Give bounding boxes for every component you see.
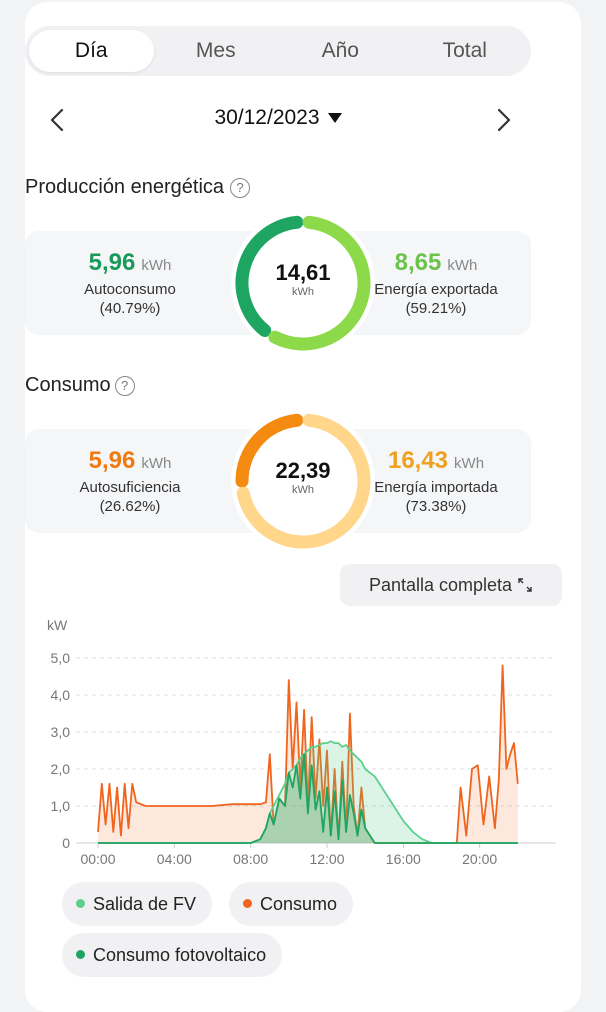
x-tick-label: 08:00 xyxy=(233,851,268,867)
power-chart: kW 0 1,0 2,0 3,0 4,0 5,0 00:00 04:00 08:00 12:00 16… xyxy=(40,610,570,880)
legend-dot xyxy=(76,949,85,959)
series-line xyxy=(98,753,518,844)
exported-energy-unit: kWh xyxy=(447,257,478,274)
self-consumption-unit: kWh xyxy=(141,257,172,274)
caret-down-icon xyxy=(327,113,342,124)
legend-label: Salida de FV xyxy=(93,894,197,914)
legend-label: Consumo xyxy=(260,894,338,914)
production-total-value: 14,61 xyxy=(275,260,331,285)
self-consumption-value: 5,96 xyxy=(88,249,136,276)
y-tick-label: 0 xyxy=(62,835,70,851)
help-icon[interactable]: ? xyxy=(230,177,251,198)
exported-energy-value: 8,65 xyxy=(394,249,442,276)
consumption-total-value: 22,39 xyxy=(275,458,331,483)
y-tick-label: 3,0 xyxy=(51,724,71,740)
y-tick-label: 2,0 xyxy=(51,761,71,777)
self-sufficiency-value: 5,96 xyxy=(88,447,136,474)
production-donut: 14,61 kWh xyxy=(228,208,378,358)
next-day-chevron-right-icon[interactable] xyxy=(485,102,521,138)
donut-segment-secondary xyxy=(268,215,371,351)
imported-energy-pct: (73.38%) xyxy=(405,498,467,515)
consumption-title-text: Consumo xyxy=(25,374,111,396)
imported-energy-unit: kWh xyxy=(454,455,485,472)
tab-month[interactable]: Mes xyxy=(195,39,236,62)
production-title-text: Producción energética xyxy=(25,176,225,198)
x-tick-label: 00:00 xyxy=(80,851,115,867)
tab-year[interactable]: Año xyxy=(321,39,359,62)
fullscreen-button[interactable]: Pantalla completa xyxy=(340,564,562,606)
imported-energy-value: 16,43 xyxy=(387,447,449,474)
x-tick-label: 04:00 xyxy=(157,851,192,867)
series-area xyxy=(98,741,518,843)
consumption-title: Consumo ? xyxy=(25,374,135,397)
legend-consumption[interactable]: Consumo xyxy=(229,882,354,926)
expand-icon xyxy=(518,578,532,592)
legend-dot xyxy=(243,898,252,908)
legend-label: Consumo fotovoltaico xyxy=(93,945,267,965)
date-label: 30/12/2023 xyxy=(214,106,320,129)
donut-segment-primary xyxy=(235,215,304,337)
x-tick-label: 16:00 xyxy=(386,851,421,867)
tab-day[interactable]: Día xyxy=(29,30,154,72)
self-consumption-stat: 5,96 kWh Autoconsumo (40.79%) xyxy=(35,249,225,317)
y-tick-label: 1,0 xyxy=(51,798,71,814)
self-sufficiency-label: Autosuficiencia xyxy=(79,479,181,496)
x-tick-label: 12:00 xyxy=(309,851,344,867)
x-tick-label: 20:00 xyxy=(462,851,497,867)
date-navigator: 30/12/2023 xyxy=(25,96,531,142)
fullscreen-label: Pantalla completa xyxy=(368,575,513,595)
production-total-unit: kWh xyxy=(292,286,314,298)
legend-dot xyxy=(76,898,85,908)
series-area xyxy=(98,754,518,843)
imported-energy-label: Energía importada xyxy=(374,479,498,496)
legend-pv-output[interactable]: Salida de FV xyxy=(62,882,213,926)
help-icon[interactable]: ? xyxy=(114,375,135,396)
y-tick-label: 4,0 xyxy=(51,687,71,703)
self-consumption-pct: (40.79%) xyxy=(99,300,161,317)
self-sufficiency-stat: 5,96 kWh Autosuficiencia (26.62%) xyxy=(35,447,225,515)
legend-pv-self-consumption[interactable]: Consumo fotovoltaico xyxy=(62,933,283,977)
imported-energy-stat: 16,43 kWh Energía importada (73.38%) xyxy=(341,447,531,515)
self-sufficiency-pct: (26.62%) xyxy=(99,498,161,515)
period-tabs: Día Mes Año Total xyxy=(25,26,531,76)
y-axis-unit: kW xyxy=(47,617,68,633)
donut-segment-secondary xyxy=(236,413,371,549)
date-selector[interactable]: 30/12/2023 xyxy=(25,106,531,130)
production-title: Producción energética ? xyxy=(25,176,251,199)
exported-energy-stat: 8,65 kWh Energía exportada (59.21%) xyxy=(341,249,531,317)
donut-segment-primary xyxy=(235,413,304,488)
self-sufficiency-unit: kWh xyxy=(141,455,172,472)
self-consumption-label: Autoconsumo xyxy=(84,281,176,298)
series-line xyxy=(97,664,519,844)
consumption-total-unit: kWh xyxy=(292,484,314,496)
exported-energy-label: Energía exportada xyxy=(374,281,498,298)
consumption-donut: 22,39 kWh xyxy=(228,406,378,556)
tab-total[interactable]: Total xyxy=(442,39,487,62)
y-tick-label: 5,0 xyxy=(51,650,71,666)
prev-day-chevron-left-icon[interactable] xyxy=(40,102,76,138)
exported-energy-pct: (59.21%) xyxy=(405,300,467,317)
